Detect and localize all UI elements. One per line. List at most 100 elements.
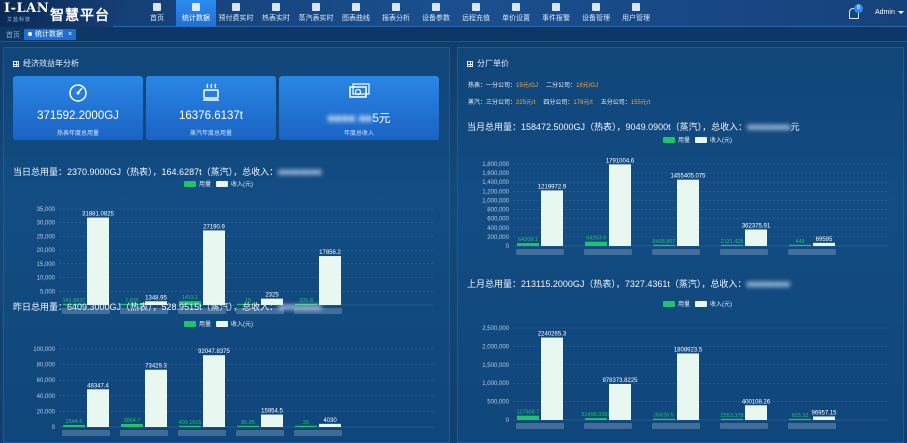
- nav-icon: [592, 3, 600, 11]
- usage-data-label: 400.1915: [179, 420, 202, 426]
- heat-annual-card[interactable]: 371592.2000GJ 热表年度总用量: [13, 76, 143, 140]
- nav-icon: [153, 3, 161, 11]
- factory-price-panel: 分厂单价 热表：一分公司：19元/GJ 二分公司：19元/GJ 蒸汽：三分公司：2…: [457, 47, 904, 443]
- nav-item-2[interactable]: 预付费实时: [216, 0, 256, 27]
- this-month-legend[interactable]: 用量 收入(元): [663, 135, 732, 144]
- usage-data-label: 64209.1: [518, 237, 538, 243]
- income-bar: [541, 337, 563, 420]
- usage-data-label: 8468.867: [653, 239, 676, 245]
- nav-item-4[interactable]: 蒸汽表实时: [296, 0, 336, 27]
- panel-title-text: 分厂单价: [477, 59, 509, 68]
- redacted-category-label: [516, 249, 564, 255]
- y-tick-label: 0: [506, 244, 510, 250]
- y-tick-label: 20,000: [37, 248, 56, 254]
- heat-price-line: 热表：一分公司：19元/GJ 二分公司：19元/GJ: [468, 83, 599, 89]
- redacted-category-label: [178, 308, 226, 314]
- nav-item-7[interactable]: 设备参数: [416, 0, 456, 27]
- income-data-label: 27190.9: [203, 224, 225, 230]
- nav-item-8[interactable]: 远程充值: [456, 0, 496, 27]
- usage-data-label: 2131.425: [721, 239, 744, 245]
- income-bar: [87, 217, 109, 305]
- redacted-income: ■■■■■■■■: [278, 302, 322, 312]
- nav-item-6[interactable]: 报表分析: [376, 0, 416, 27]
- usage-bar: [237, 303, 259, 305]
- usage-data-label: 35626.5: [654, 413, 674, 419]
- nav-icon: [472, 3, 480, 11]
- nav-item-1[interactable]: 统计数据: [176, 0, 216, 27]
- usage-bar: [179, 425, 201, 427]
- breadcrumb-home[interactable]: 首页: [6, 32, 20, 39]
- user-menu[interactable]: Admin: [875, 9, 904, 16]
- nav-item-10[interactable]: 事件报警: [536, 0, 576, 27]
- nav-label: 报表分析: [382, 15, 410, 22]
- redacted-category-label: [294, 308, 342, 314]
- redacted-category-label: [652, 249, 700, 255]
- nav-item-11[interactable]: 设备管理: [576, 0, 616, 27]
- y-tick-label: 5,000: [40, 289, 56, 295]
- yesterday-legend[interactable]: 用量 收入(元): [184, 319, 253, 328]
- logo-text: I-LAN: [4, 1, 50, 16]
- nav-item-0[interactable]: 首页: [138, 0, 176, 27]
- y-tick-label: 2,500,000: [482, 326, 509, 332]
- y-tick-label: 0: [52, 303, 56, 309]
- nav-item-12[interactable]: 用户管理: [616, 0, 656, 27]
- steam-annual-card[interactable]: 16376.6137t 蒸汽年度总用量: [146, 76, 276, 140]
- nav-label: 统计数据: [182, 15, 210, 22]
- usage-data-label: 26: [303, 420, 309, 426]
- close-icon[interactable]: ×: [68, 31, 73, 38]
- nav-item-9[interactable]: 单价设置: [496, 0, 536, 27]
- redacted-income: ■■■■■■■■: [746, 279, 790, 289]
- usage-data-label: 449: [795, 239, 804, 245]
- y-tick-label: 1,800,000: [482, 162, 509, 168]
- usage-bar: [653, 418, 675, 420]
- income-data-label: 400108.26: [742, 399, 771, 405]
- income-data-label: 48347.4: [87, 383, 109, 389]
- nav-item-3[interactable]: 热表实时: [256, 0, 296, 27]
- y-tick-label: 400,000: [487, 226, 509, 232]
- income-bar: [609, 164, 631, 246]
- nav-label: 预付费实时: [218, 15, 254, 22]
- grid-icon: [13, 61, 19, 67]
- y-tick-label: 600,000: [487, 217, 509, 223]
- tab-statistics[interactable]: 统计数据 ×: [24, 29, 77, 40]
- usage-data-label: 2544.6: [66, 419, 83, 425]
- y-tick-label: 10,000: [37, 276, 56, 282]
- steam-annual-label: 蒸汽年度总用量: [189, 131, 232, 137]
- income-bar: [145, 369, 167, 427]
- y-tick-label: 1,000,000: [482, 198, 509, 204]
- usage-bar: [179, 301, 201, 305]
- today-legend[interactable]: 用量 收入(元): [184, 179, 253, 188]
- income-bar: [745, 405, 767, 420]
- usage-bar: [653, 244, 675, 246]
- economic-analysis-panel: 经济效益年分析 371592.2000GJ 热表年度总用量 16376.6137…: [3, 47, 450, 443]
- income-bar: [677, 353, 699, 420]
- income-data-label: 1455405.075: [670, 174, 706, 180]
- income-bar: [87, 389, 109, 427]
- redacted-category-label: [788, 423, 836, 429]
- usage-data-label: 3864.7: [124, 418, 141, 424]
- redacted-category-label: [720, 249, 768, 255]
- income-bar: [813, 242, 835, 246]
- y-tick-label: 2,000,000: [482, 344, 509, 350]
- y-tick-label: 40,000: [37, 394, 56, 400]
- redacted-income: ■■■■■■■■: [278, 167, 322, 177]
- income-bar: [203, 230, 225, 305]
- grid-icon: [467, 61, 473, 67]
- income-annual-card[interactable]: ■■■■ ■■5元 年度总收入: [279, 76, 439, 140]
- nav-item-5[interactable]: 图表曲线: [336, 0, 376, 27]
- income-data-label: 4030: [323, 418, 337, 424]
- nav-label: 单价设置: [502, 15, 530, 22]
- yesterday-summary: 昨日总用量：6409.3000GJ（热表），528.9515t（蒸汽），总收入：…: [13, 302, 322, 312]
- brand-logo[interactable]: I-LAN 艾蓝科技: [0, 0, 128, 27]
- tab-label: 统计数据: [35, 31, 63, 38]
- income-data-label: 73429.3: [145, 364, 167, 370]
- last-month-legend[interactable]: 用量 收入(元): [663, 299, 732, 308]
- usage-data-label: 51498.3281: [581, 412, 610, 418]
- income-bar: [813, 416, 835, 420]
- heat-annual-value: 371592.2000GJ: [37, 110, 119, 122]
- usage-bar: [517, 415, 539, 420]
- redacted-category-label: [584, 423, 632, 429]
- y-tick-label: 0: [52, 425, 56, 431]
- usage-data-label: 625.33: [792, 413, 809, 419]
- this-month-summary: 当月总用量：158472.5000GJ（热表），9049.0900t（蒸汽），总…: [467, 122, 800, 132]
